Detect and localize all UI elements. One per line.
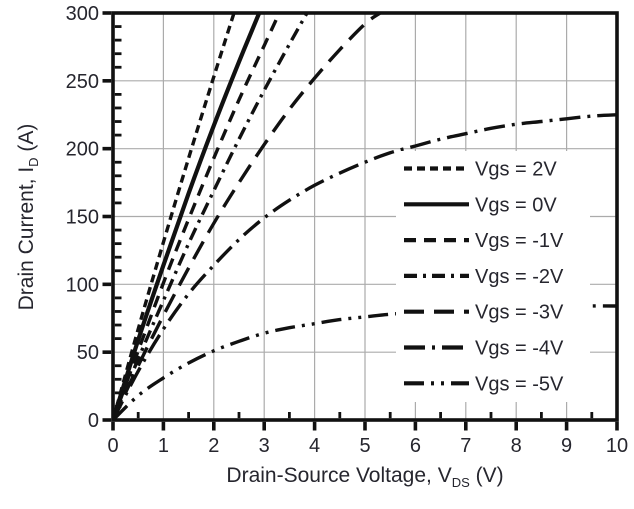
- x-axis-title: Drain-Source Voltage, VDS (V): [113, 464, 617, 490]
- legend: Vgs = 2V Vgs = 0V Vgs = -1V Vgs = -2V Vgs = …: [396, 151, 590, 402]
- x-tick-label: 6: [410, 435, 421, 457]
- legend-item: Vgs = 0V: [404, 194, 557, 216]
- series-curve-vgs-3v: [114, 14, 382, 419]
- y-tick-label: 300: [66, 3, 99, 25]
- x-tick-label: 9: [561, 435, 572, 457]
- legend-label: Vgs = -3V: [475, 302, 564, 324]
- x-tick-label: 1: [158, 435, 169, 457]
- y-tick-label: 150: [66, 207, 99, 229]
- series-curve-vgs2v: [114, 14, 236, 419]
- y-axis-title-subscript: D: [26, 157, 41, 167]
- legend-item: Vgs = 2V: [404, 159, 557, 181]
- y-axis-title: Drain Current, ID (A): [15, 124, 41, 311]
- y-tick-label: 50: [77, 342, 99, 364]
- legend-item: Vgs = -5V: [404, 373, 564, 395]
- y-tick-label: 250: [66, 71, 99, 93]
- x-tick-label: 5: [359, 435, 370, 457]
- series-curve-vgs-4v: [114, 113, 616, 419]
- legend-label: Vgs = -4V: [475, 338, 564, 360]
- legend-item: Vgs = -4V: [404, 338, 564, 360]
- series-curve-vgs-5v: [114, 304, 616, 419]
- legend-label: Vgs = -1V: [475, 230, 564, 252]
- y-axis-title-main: Drain Current, I: [15, 166, 38, 311]
- legend-background: [396, 151, 590, 402]
- x-axis-title-main: Drain-Source Voltage, V: [226, 464, 452, 487]
- x-tick-label: 3: [259, 435, 270, 457]
- legend-item: Vgs = -2V: [404, 266, 564, 288]
- x-axis-title-unit: (V): [469, 464, 504, 487]
- y-tick-label: 100: [66, 274, 99, 296]
- legend-item: Vgs = -3V: [404, 302, 564, 324]
- x-tick-label: 7: [460, 435, 471, 457]
- y-tick-label: 200: [66, 139, 99, 161]
- x-axis-title-subscript: DS: [451, 475, 470, 490]
- series-curve-vgs-2v: [114, 14, 309, 419]
- curves-group: [114, 14, 616, 419]
- legend-label: Vgs = 0V: [475, 194, 557, 216]
- series-curve-vgs0v: [114, 14, 262, 419]
- legend-label: Vgs = -5V: [475, 373, 564, 395]
- plot-frame: [111, 11, 619, 422]
- x-tick-label: 2: [208, 435, 219, 457]
- x-tick-label: 8: [511, 435, 522, 457]
- x-tick-label: 0: [107, 435, 118, 457]
- x-tick-label: 4: [309, 435, 320, 457]
- legend-label: Vgs = 2V: [475, 159, 557, 181]
- x-tick-label: 10: [606, 435, 628, 457]
- y-tick-label: 0: [88, 410, 99, 432]
- y-axis-title-unit: (A): [15, 123, 38, 158]
- legend-label: Vgs = -2V: [475, 266, 564, 288]
- legend-item: Vgs = -1V: [404, 230, 564, 252]
